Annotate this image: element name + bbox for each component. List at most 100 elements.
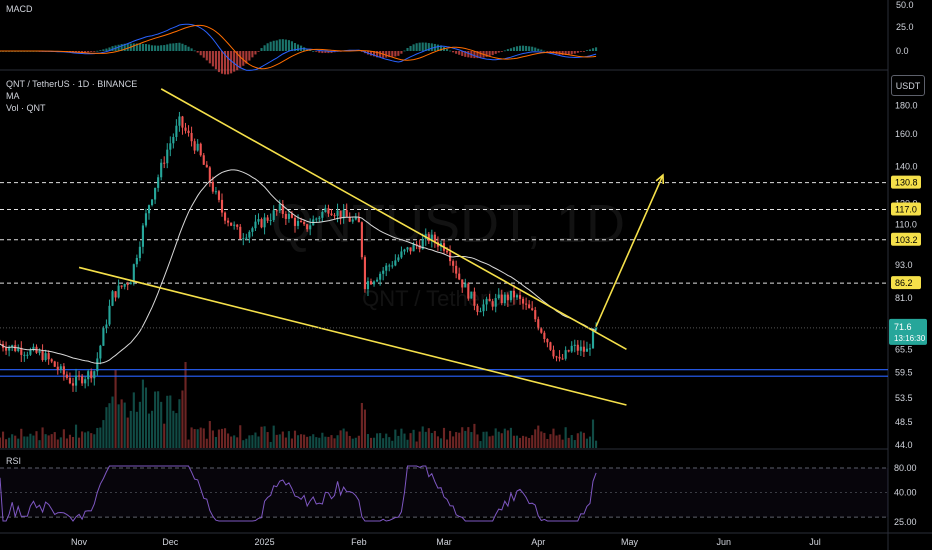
macd-histogram-bar bbox=[594, 47, 598, 51]
volume-bar bbox=[336, 435, 339, 448]
volume-bar bbox=[293, 430, 297, 448]
volume-bar bbox=[38, 440, 41, 448]
candle-body bbox=[105, 324, 108, 329]
volume-bar bbox=[90, 433, 93, 448]
macd-histogram-bar bbox=[172, 43, 175, 51]
candle-body bbox=[382, 270, 385, 274]
macd-histogram-bar bbox=[570, 51, 573, 55]
macd-histogram-bar bbox=[154, 45, 157, 51]
volume-bar bbox=[406, 439, 409, 448]
volume-bar bbox=[342, 428, 345, 448]
x-tick-label: Jun bbox=[717, 537, 732, 547]
macd-histogram-bar bbox=[141, 43, 144, 51]
candle-body bbox=[409, 247, 412, 252]
macd-histogram-bar bbox=[269, 41, 272, 51]
macd-histogram-bar bbox=[330, 51, 333, 53]
volume-bar bbox=[500, 433, 503, 448]
volume-bar bbox=[482, 431, 485, 448]
candle-body bbox=[269, 220, 272, 222]
candle-body bbox=[473, 291, 476, 306]
macd-histogram-bar bbox=[236, 51, 239, 71]
price-tick-label: 180.0 bbox=[895, 101, 918, 111]
volume-bar bbox=[278, 434, 281, 448]
macd-histogram-bar bbox=[503, 50, 506, 52]
candle-body bbox=[376, 279, 379, 282]
macd-histogram-bar bbox=[315, 51, 318, 52]
candle-body bbox=[78, 375, 81, 377]
volume-bar bbox=[479, 441, 482, 448]
candle-body bbox=[482, 304, 485, 312]
candle-body bbox=[93, 371, 96, 379]
candle-body bbox=[415, 244, 418, 246]
volume-bar bbox=[202, 428, 205, 448]
macd-histogram-bar bbox=[421, 42, 424, 51]
candle-body bbox=[400, 251, 403, 258]
volume-bar bbox=[196, 429, 199, 448]
candle-body bbox=[512, 290, 516, 298]
volume-bar bbox=[339, 430, 342, 448]
volume-bar bbox=[509, 427, 512, 448]
macd-histogram-bar bbox=[90, 51, 93, 52]
volume-bar bbox=[558, 434, 561, 448]
candle-body bbox=[479, 311, 482, 313]
currency-unit-button[interactable]: USDT bbox=[891, 75, 925, 96]
volume-bar bbox=[141, 379, 144, 448]
candle-body bbox=[44, 353, 47, 361]
macd-histogram-bar bbox=[309, 49, 312, 51]
volume-bar bbox=[512, 435, 516, 448]
volume-bar bbox=[579, 431, 582, 448]
candle-body bbox=[509, 290, 512, 301]
candle-body bbox=[272, 210, 275, 221]
macd-histogram-bar bbox=[485, 51, 488, 57]
candle-body bbox=[275, 210, 278, 212]
volume-bar bbox=[543, 432, 546, 448]
candle-body bbox=[488, 298, 491, 302]
candle-body bbox=[290, 213, 294, 218]
volume-bar bbox=[585, 438, 588, 448]
volume-bar bbox=[26, 436, 29, 448]
level-price-text: 86.2 bbox=[895, 278, 913, 288]
level-price-text: 103.2 bbox=[895, 235, 918, 245]
volume-bar bbox=[403, 433, 406, 448]
volume-bar bbox=[303, 434, 306, 448]
projection-arrow-line bbox=[595, 174, 664, 327]
volume-bar bbox=[269, 441, 272, 448]
volume-bar bbox=[369, 437, 373, 448]
macd-tick-label: 50.0 bbox=[896, 0, 914, 10]
macd-histogram-bar bbox=[150, 45, 154, 51]
macd-histogram-bar bbox=[573, 51, 576, 54]
candle-body bbox=[306, 224, 309, 230]
candle-body bbox=[391, 265, 394, 267]
macd-histogram-bar bbox=[254, 51, 257, 55]
volume-bar bbox=[172, 410, 175, 448]
macd-histogram-bar bbox=[497, 51, 500, 53]
candle-body bbox=[23, 354, 26, 356]
candle-body bbox=[138, 246, 141, 259]
candle-body bbox=[117, 285, 120, 298]
candle-body bbox=[397, 257, 400, 261]
volume-bar bbox=[333, 438, 336, 448]
price-tick-label: 59.5 bbox=[895, 368, 913, 378]
candle-body bbox=[251, 228, 254, 232]
macd-histogram-bar bbox=[445, 48, 449, 51]
x-tick-label: 2025 bbox=[255, 537, 275, 547]
candle-body bbox=[8, 347, 11, 351]
candle-body bbox=[357, 217, 360, 223]
candle-body bbox=[515, 295, 519, 298]
candle-body bbox=[263, 217, 266, 228]
volume-bar bbox=[321, 432, 324, 448]
volume-bar bbox=[591, 419, 595, 448]
candle-body bbox=[531, 308, 534, 311]
candle-body bbox=[239, 226, 242, 239]
macd-histogram-bar bbox=[324, 51, 327, 53]
volume-bar bbox=[525, 436, 528, 448]
volume-bar bbox=[464, 430, 467, 448]
volume-bar bbox=[400, 428, 403, 448]
macd-histogram-bar bbox=[266, 43, 269, 51]
volume-bar bbox=[53, 432, 56, 448]
volume-bar bbox=[35, 431, 38, 448]
volume-bar bbox=[546, 438, 549, 448]
rsi-label: RSI bbox=[6, 456, 22, 466]
level-price-text: 117.0 bbox=[895, 205, 917, 215]
